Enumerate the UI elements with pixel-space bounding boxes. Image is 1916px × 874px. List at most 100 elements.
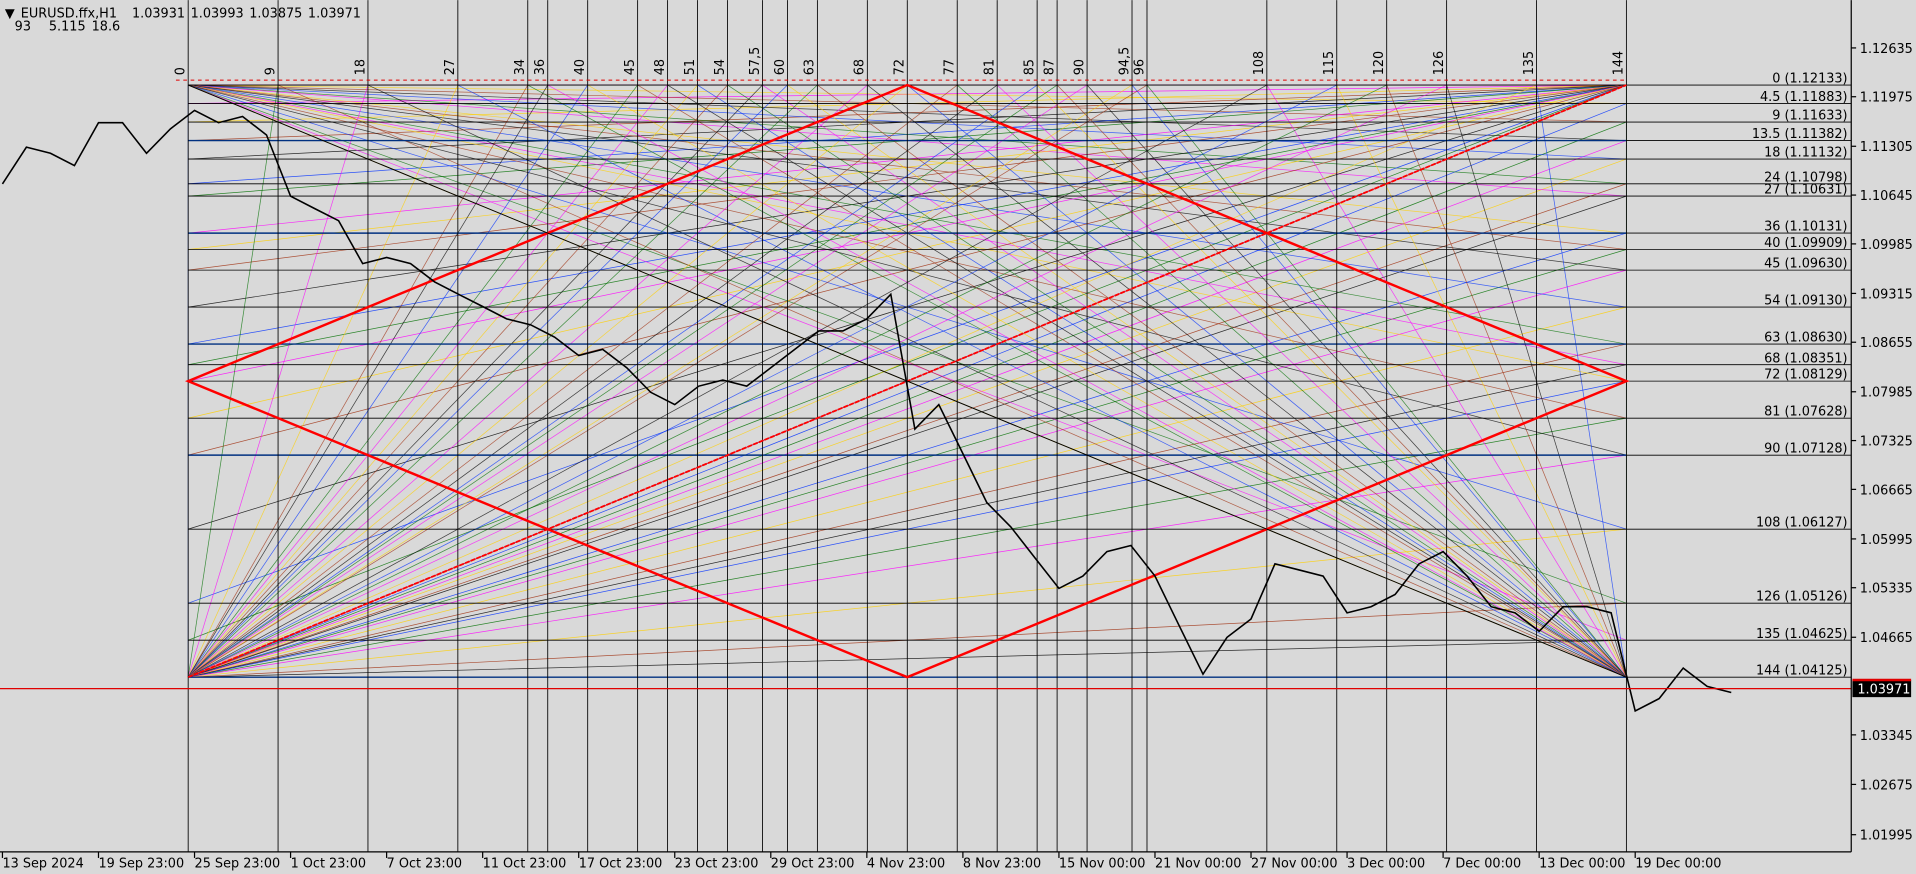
gann-time-label: 40 [573, 59, 588, 75]
gann-time-label: 85 [1022, 59, 1037, 75]
price-line [1, 109, 1732, 713]
gann-time-label: 81 [983, 59, 998, 75]
gann-level-label: 144 (1.04125) [1756, 664, 1848, 679]
y-tick-label: 1.03345 [1860, 729, 1913, 744]
y-tick-label: 1.06665 [1860, 483, 1913, 498]
gann-layer: 0 (1.12133) 4.5 (1.11883) 9 (1.11633) 13.5 … [174, 0, 1852, 852]
gann-level-label: 72 (1.08129) [1764, 368, 1847, 383]
gann-level-label: 13.5 (1.11382) [1752, 127, 1848, 142]
indicator-value: 18.6 [92, 20, 121, 35]
gann-level-label: 24 (1.10798) [1764, 170, 1847, 185]
gann-level-label: 36 (1.10131) [1764, 220, 1847, 235]
gann-level-label: 68 (1.08351) [1764, 351, 1847, 366]
gann-level-label: 40 (1.09909) [1764, 236, 1847, 251]
y-tick-label: 1.12635 [1860, 42, 1913, 57]
gann-time-label: 18 [353, 59, 368, 75]
gann-level-label: 108 (1.06127) [1756, 516, 1848, 531]
x-tick-label: 8 Nov 23:00 [963, 857, 1041, 872]
x-tick-label: 17 Oct 23:00 [579, 857, 663, 872]
gann-time-label: 135 [1522, 51, 1537, 76]
gann-time-label: 126 [1432, 51, 1447, 76]
gann-level-label: 63 (1.08630) [1764, 331, 1847, 346]
gann-time-label: 60 [773, 59, 788, 75]
gann-level-label: 27 (1.10631) [1764, 183, 1847, 198]
y-tick-label: 1.05995 [1860, 533, 1913, 548]
indicator-value: 5.115 [49, 20, 86, 35]
gann-level-label: 54 (1.09130) [1764, 294, 1847, 309]
x-tick-label: 1 Oct 23:00 [291, 857, 366, 872]
x-tick-label: 11 Oct 23:00 [483, 857, 567, 872]
x-tick-label: 7 Dec 00:00 [1443, 857, 1521, 872]
gann-time-label: 34 [513, 59, 528, 75]
last-price-label: 1.03971 [1857, 682, 1910, 697]
x-tick-label: 4 Nov 23:00 [867, 857, 945, 872]
x-tick-label: 19 Dec 00:00 [1635, 857, 1721, 872]
x-tick-label: 23 Oct 23:00 [675, 857, 759, 872]
x-tick-label: 25 Sep 23:00 [195, 857, 281, 872]
gann-time-label: 27 [443, 59, 458, 75]
x-tick-label: 19 Sep 23:00 [98, 857, 184, 872]
gann-diagonal [187, 84, 1627, 678]
gann-level-label: 90 (1.07128) [1764, 442, 1847, 457]
y-tick-label: 1.09315 [1860, 287, 1913, 302]
indicator-value: 93 [15, 20, 31, 35]
gann-time-label: 90 [1072, 59, 1087, 75]
gann-time-label: 87 [1042, 59, 1057, 75]
gann-time-label: 51 [683, 59, 698, 75]
plot-layer: 1.12635 1.11975 1.11305 1.10645 1.09985 1.093… [0, 42, 1913, 872]
x-tick-label: 13 Dec 00:00 [1539, 857, 1625, 872]
gann-time-label: 57,5 [748, 47, 763, 76]
gann-time-label: 108 [1252, 51, 1267, 76]
ohlc-value: 1.03875 [249, 6, 302, 21]
last-price-box [1852, 680, 1912, 698]
x-tick-label: 3 Dec 00:00 [1347, 857, 1425, 872]
ohlc-values: 1.03931 1.03993 1.03875 1.03971 [132, 6, 361, 21]
gann-time-label: 9 [263, 67, 278, 75]
gann-time-label: 120 [1372, 51, 1387, 76]
gann-time-label: 63 [803, 59, 818, 75]
gann-level-label: 45 (1.09630) [1764, 257, 1847, 272]
header-marker: ▼ [5, 6, 15, 21]
x-tick-label: 13 Sep 2024 [2, 857, 83, 872]
y-tick-label: 1.10645 [1860, 189, 1913, 204]
gann-time-label: 77 [943, 59, 958, 75]
y-tick-label: 1.07985 [1860, 386, 1913, 401]
gann-time-label: 115 [1322, 51, 1337, 76]
gann-level-label: 126 (1.05126) [1756, 590, 1848, 605]
gann-time-label: 96 [1132, 59, 1147, 75]
gann-level-label: 18 (1.11132) [1764, 146, 1847, 161]
gann-level-label: 9 (1.11633) [1772, 109, 1847, 124]
gann-time-label: 94,5 [1117, 47, 1132, 76]
x-tick-label: 21 Nov 00:00 [1155, 857, 1241, 872]
gann-time-label: 72 [893, 59, 908, 75]
x-tick-label: 27 Nov 00:00 [1251, 857, 1337, 872]
gann-level-label: 81 (1.07628) [1764, 405, 1847, 420]
ohlc-value: 1.03931 [132, 6, 185, 21]
y-tick-label: 1.09985 [1860, 238, 1913, 253]
x-tick-label: 7 Oct 23:00 [387, 857, 462, 872]
gann-time-label: 54 [713, 59, 728, 75]
gann-time-label: 0 [174, 67, 189, 75]
y-tick-label: 1.02675 [1860, 778, 1913, 793]
gann-time-label: 68 [853, 59, 868, 75]
gann-level-label: 4.5 (1.11883) [1760, 90, 1848, 105]
symbol-title: EURUSD.ffx,H1 [21, 6, 117, 21]
y-tick-label: 1.11975 [1860, 91, 1913, 106]
y-tick-label: 1.05335 [1860, 582, 1913, 597]
y-tick-label: 1.11305 [1860, 140, 1913, 155]
y-tick-label: 1.08655 [1860, 336, 1913, 351]
gann-level-label: 0 (1.12133) [1772, 72, 1847, 87]
gann-level-label: 135 (1.04625) [1756, 627, 1848, 642]
gann-time-label: 45 [623, 59, 638, 75]
gann-time-label: 144 [1612, 51, 1627, 76]
y-tick-label: 1.01995 [1860, 829, 1913, 844]
x-tick-label: 15 Nov 00:00 [1059, 857, 1145, 872]
gann-time-label: 48 [653, 59, 668, 75]
ohlc-value: 1.03993 [191, 6, 244, 21]
indicator-values: 93 5.115 18.6 [15, 20, 121, 35]
x-tick-label: 29 Oct 23:00 [771, 857, 855, 872]
gann-time-label: 36 [533, 59, 548, 75]
y-tick-label: 1.07325 [1860, 434, 1913, 449]
